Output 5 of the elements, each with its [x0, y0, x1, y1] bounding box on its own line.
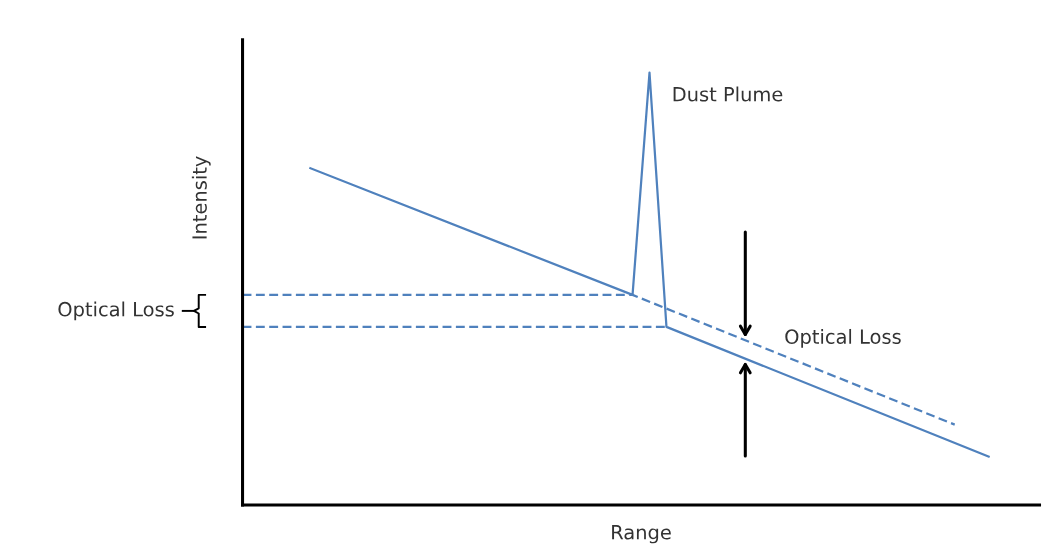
text: Optical Loss — [58, 301, 174, 321]
annotation: Dust Plume — [673, 86, 783, 102]
annotation: Optical Loss — [785, 328, 901, 348]
x-axis-title: Range — [612, 525, 671, 544]
y-axis-title: Intensity — [191, 156, 211, 239]
